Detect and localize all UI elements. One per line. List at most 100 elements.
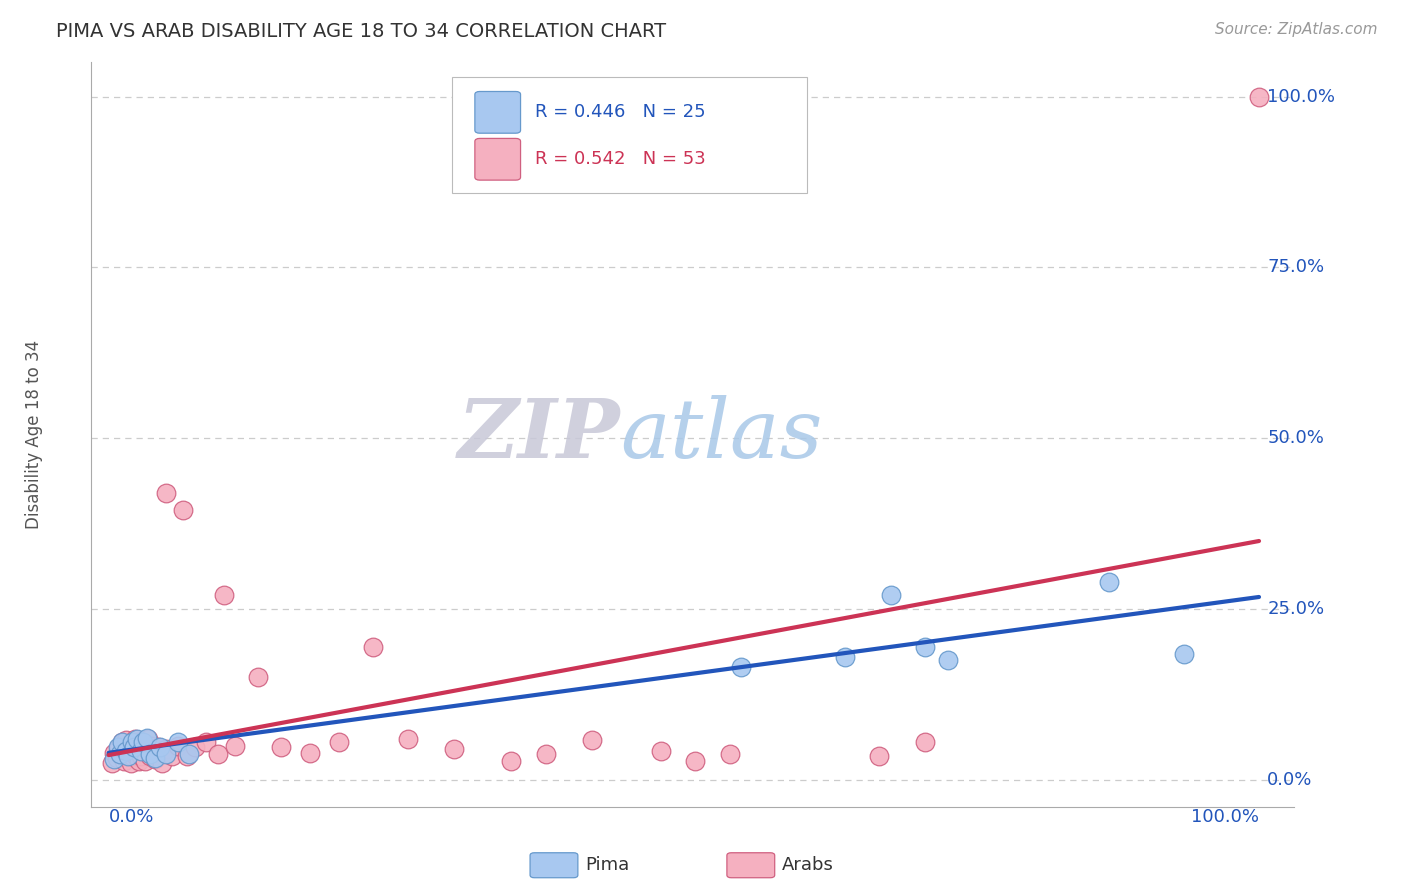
Point bbox=[155, 747, 177, 761]
Point bbox=[166, 735, 188, 749]
Point bbox=[118, 746, 141, 760]
Point bbox=[581, 733, 603, 747]
Point bbox=[396, 731, 419, 746]
Point bbox=[650, 744, 672, 758]
Point bbox=[155, 742, 177, 756]
Point bbox=[166, 739, 188, 753]
FancyBboxPatch shape bbox=[451, 78, 807, 193]
Point bbox=[115, 733, 138, 747]
Point bbox=[718, 747, 741, 761]
Point bbox=[1098, 574, 1121, 589]
Point bbox=[834, 649, 856, 664]
Point bbox=[115, 749, 138, 764]
Point bbox=[117, 749, 139, 764]
Text: 25.0%: 25.0% bbox=[1267, 600, 1324, 618]
Point bbox=[112, 754, 135, 768]
Text: 50.0%: 50.0% bbox=[1267, 429, 1324, 447]
Point bbox=[125, 749, 148, 764]
Point bbox=[107, 740, 129, 755]
Point bbox=[132, 744, 155, 758]
Point bbox=[103, 746, 125, 760]
Point bbox=[103, 752, 125, 766]
Text: R = 0.542   N = 53: R = 0.542 N = 53 bbox=[534, 150, 706, 169]
Point bbox=[108, 740, 131, 755]
Text: 0.0%: 0.0% bbox=[108, 807, 155, 826]
Point bbox=[1247, 89, 1270, 103]
Point bbox=[298, 746, 321, 760]
Point bbox=[868, 749, 890, 764]
Point bbox=[938, 653, 960, 667]
Point bbox=[121, 739, 143, 753]
Point bbox=[105, 751, 128, 765]
Text: 0.0%: 0.0% bbox=[1267, 771, 1313, 789]
Point bbox=[108, 747, 131, 761]
FancyBboxPatch shape bbox=[475, 138, 520, 180]
Point bbox=[117, 740, 139, 755]
Point bbox=[443, 742, 465, 756]
Text: 100.0%: 100.0% bbox=[1191, 807, 1258, 826]
Point bbox=[134, 754, 156, 768]
Point bbox=[534, 747, 557, 761]
Point bbox=[124, 731, 146, 746]
Point bbox=[136, 731, 159, 746]
Text: 100.0%: 100.0% bbox=[1267, 87, 1336, 105]
Point bbox=[128, 754, 150, 768]
Point bbox=[361, 640, 384, 654]
Point bbox=[120, 756, 142, 770]
Point bbox=[880, 589, 903, 603]
Point bbox=[179, 747, 201, 761]
Point bbox=[1173, 647, 1195, 661]
Point bbox=[127, 735, 149, 749]
Point bbox=[111, 735, 134, 749]
Point bbox=[155, 486, 177, 500]
Point bbox=[128, 740, 150, 755]
Text: 75.0%: 75.0% bbox=[1267, 259, 1324, 277]
Point bbox=[160, 749, 183, 764]
Point bbox=[172, 503, 194, 517]
Point bbox=[328, 735, 350, 749]
Point bbox=[129, 749, 152, 764]
Point bbox=[122, 744, 145, 758]
Point bbox=[121, 735, 143, 749]
Text: Arabs: Arabs bbox=[782, 856, 834, 874]
FancyBboxPatch shape bbox=[475, 92, 520, 133]
Point bbox=[914, 735, 936, 749]
Point bbox=[132, 735, 155, 749]
Point bbox=[212, 589, 235, 603]
Point bbox=[121, 749, 143, 764]
Point bbox=[135, 731, 157, 745]
Text: Pima: Pima bbox=[585, 856, 628, 874]
Point bbox=[176, 749, 198, 764]
Point bbox=[184, 740, 207, 755]
Point bbox=[108, 747, 131, 761]
Point bbox=[143, 751, 166, 765]
Point bbox=[139, 747, 162, 761]
Point bbox=[115, 744, 138, 758]
Point bbox=[146, 740, 169, 755]
Point bbox=[247, 670, 270, 684]
Text: PIMA VS ARAB DISABILITY AGE 18 TO 34 CORRELATION CHART: PIMA VS ARAB DISABILITY AGE 18 TO 34 COR… bbox=[56, 22, 666, 41]
Point bbox=[141, 739, 163, 753]
Point bbox=[195, 735, 218, 749]
Point bbox=[685, 754, 707, 768]
Point bbox=[139, 749, 162, 764]
Point bbox=[224, 739, 246, 753]
Text: R = 0.446   N = 25: R = 0.446 N = 25 bbox=[534, 103, 706, 121]
Point bbox=[122, 740, 145, 755]
Point bbox=[127, 731, 149, 746]
Point bbox=[101, 756, 124, 770]
Text: Disability Age 18 to 34: Disability Age 18 to 34 bbox=[25, 340, 42, 530]
Point bbox=[149, 740, 172, 755]
Point bbox=[270, 740, 292, 755]
Text: Source: ZipAtlas.com: Source: ZipAtlas.com bbox=[1215, 22, 1378, 37]
Point bbox=[129, 744, 152, 758]
Point bbox=[730, 660, 752, 674]
Point bbox=[914, 640, 936, 654]
Point bbox=[111, 735, 134, 749]
Point bbox=[501, 754, 523, 768]
Text: atlas: atlas bbox=[620, 395, 823, 475]
Point bbox=[207, 747, 229, 761]
Point bbox=[143, 752, 166, 766]
Point bbox=[150, 756, 173, 770]
Text: ZIP: ZIP bbox=[458, 395, 620, 475]
